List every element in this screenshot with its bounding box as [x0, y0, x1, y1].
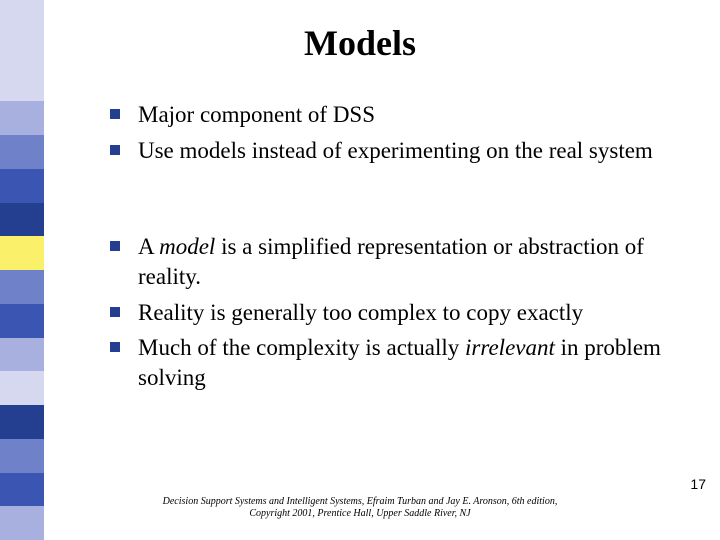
sidebar-block — [0, 270, 44, 304]
page-number: 17 — [690, 476, 706, 492]
square-bullet-icon — [110, 109, 120, 119]
sidebar-block — [0, 371, 44, 405]
bullet-text: Major component of DSS — [138, 100, 375, 130]
bullet-text: Reality is generally too complex to copy… — [138, 298, 583, 328]
sidebar-block — [0, 338, 44, 372]
bullet-text: Use models instead of experimenting on t… — [138, 136, 653, 166]
sidebar-block — [0, 236, 44, 270]
bullet-group-2: A model is a simplified representation o… — [110, 232, 670, 393]
sidebar-block — [0, 135, 44, 169]
sidebar-block — [0, 405, 44, 439]
footer-line-1: Decision Support Systems and Intelligent… — [163, 496, 558, 507]
bullet-item: Use models instead of experimenting on t… — [110, 136, 670, 166]
decorative-sidebar — [0, 0, 44, 540]
slide-footer: Decision Support Systems and Intelligent… — [0, 496, 720, 520]
sidebar-block — [0, 203, 44, 237]
bullet-group-1: Major component of DSS Use models instead… — [110, 100, 670, 166]
square-bullet-icon — [110, 241, 120, 251]
bullet-item: Major component of DSS — [110, 100, 670, 130]
square-bullet-icon — [110, 145, 120, 155]
slide-body: Major component of DSS Use models instead… — [110, 100, 670, 399]
square-bullet-icon — [110, 342, 120, 352]
square-bullet-icon — [110, 307, 120, 317]
bullet-text: Much of the complexity is actually irrel… — [138, 333, 670, 393]
bullet-item: Much of the complexity is actually irrel… — [110, 333, 670, 393]
footer-line-2: Copyright 2001, Prentice Hall, Upper Sad… — [249, 508, 470, 519]
sidebar-block — [0, 169, 44, 203]
bullet-item: Reality is generally too complex to copy… — [110, 298, 670, 328]
slide-title: Models — [0, 22, 720, 64]
sidebar-block — [0, 101, 44, 135]
bullet-text: A model is a simplified representation o… — [138, 232, 670, 292]
bullet-item: A model is a simplified representation o… — [110, 232, 670, 292]
sidebar-block — [0, 304, 44, 338]
sidebar-block — [0, 68, 44, 102]
group-gap — [110, 172, 670, 232]
sidebar-block — [0, 439, 44, 473]
